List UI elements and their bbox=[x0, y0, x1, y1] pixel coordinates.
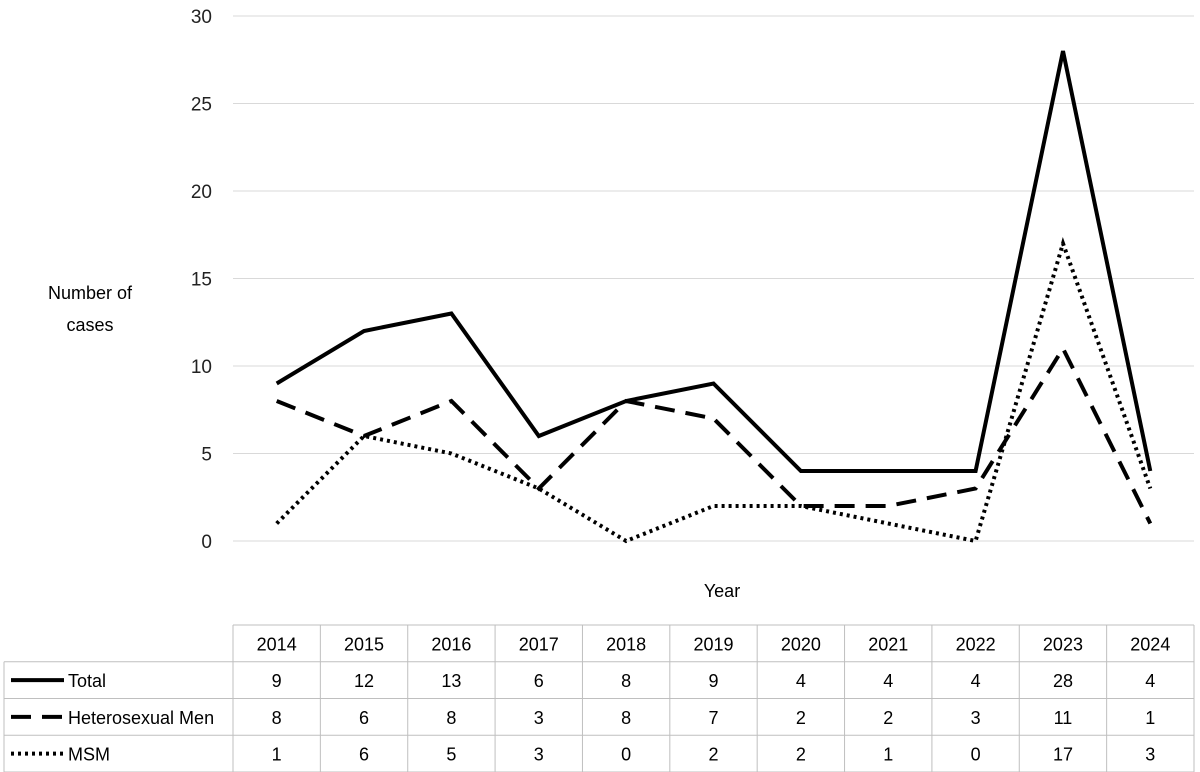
data-table-value: 1 bbox=[1145, 708, 1155, 728]
y-tick-label: 20 bbox=[191, 182, 212, 203]
series-line-heterosexual-men bbox=[275, 344, 1153, 525]
data-table-value: 8 bbox=[621, 671, 631, 691]
y-tick-label: 0 bbox=[201, 532, 212, 553]
data-table-value: 9 bbox=[272, 671, 282, 691]
data-table-value: 8 bbox=[272, 708, 282, 728]
data-table-value: 0 bbox=[971, 745, 981, 765]
legend-label: MSM bbox=[68, 745, 110, 765]
data-table-value: 5 bbox=[446, 745, 456, 765]
data-table-value: 6 bbox=[359, 745, 369, 765]
data-table-value: 7 bbox=[708, 708, 718, 728]
data-table-value: 6 bbox=[534, 671, 544, 691]
x-tick-label: 2022 bbox=[956, 634, 996, 654]
data-table-value: 3 bbox=[971, 708, 981, 728]
data-table-value: 4 bbox=[883, 671, 893, 691]
gridlines bbox=[233, 15, 1194, 542]
y-tick-label: 30 bbox=[191, 7, 212, 28]
y-axis-ticks: 0 5 10 15 20 25 30 bbox=[191, 7, 212, 553]
data-table-value: 8 bbox=[621, 708, 631, 728]
data-table-value: 6 bbox=[359, 708, 369, 728]
x-tick-label: 2021 bbox=[868, 634, 908, 654]
data-table-value: 3 bbox=[1145, 745, 1155, 765]
y-tick-label: 15 bbox=[191, 270, 212, 291]
x-tick-label: 2014 bbox=[257, 634, 297, 654]
data-table-value: 17 bbox=[1053, 745, 1073, 765]
data-table-value: 1 bbox=[883, 745, 893, 765]
data-table-value: 1 bbox=[272, 745, 282, 765]
y-tick-label: 10 bbox=[191, 357, 212, 378]
data-table-value: 2 bbox=[796, 745, 806, 765]
data-table-value: 3 bbox=[534, 745, 544, 765]
x-tick-label: 2016 bbox=[431, 634, 471, 654]
x-tick-label: 2023 bbox=[1043, 634, 1083, 654]
data-table-value: 13 bbox=[441, 671, 461, 691]
series-lines bbox=[275, 50, 1153, 544]
data-table-value: 4 bbox=[796, 671, 806, 691]
data-table-value: 2 bbox=[708, 745, 718, 765]
x-tick-label: 2018 bbox=[606, 634, 646, 654]
data-table-value: 0 bbox=[621, 745, 631, 765]
data-table-value: 11 bbox=[1054, 708, 1073, 728]
data-table-value: 28 bbox=[1053, 671, 1073, 691]
data-table-value: 12 bbox=[354, 671, 374, 691]
series-line-msm bbox=[275, 237, 1153, 544]
x-tick-label: 2015 bbox=[344, 634, 384, 654]
y-axis-label-line-1: Number of bbox=[48, 283, 133, 303]
x-tick-label: 2024 bbox=[1130, 634, 1170, 654]
series-line-total bbox=[275, 50, 1153, 473]
y-tick-label: 5 bbox=[201, 445, 212, 466]
y-tick-label: 25 bbox=[191, 95, 212, 116]
x-tick-label: 2019 bbox=[693, 634, 733, 654]
legend-label: Total bbox=[68, 671, 106, 691]
legend-label: Heterosexual Men bbox=[68, 708, 214, 728]
data-table-value: 2 bbox=[883, 708, 893, 728]
x-tick-label: 2017 bbox=[519, 634, 559, 654]
data-table-value: 3 bbox=[534, 708, 544, 728]
data-table-value: 4 bbox=[971, 671, 981, 691]
data-table-value: 4 bbox=[1145, 671, 1155, 691]
data-table: 2014 2015 2016 2017 2018 2019 2020 2021 2022 2023… bbox=[3, 624, 1195, 772]
data-table-value: 9 bbox=[708, 671, 718, 691]
x-axis-label: Year bbox=[704, 581, 740, 601]
x-tick-label: 2020 bbox=[781, 634, 821, 654]
y-axis-label-line-2: cases bbox=[66, 315, 113, 335]
data-table-value: 2 bbox=[796, 708, 806, 728]
data-table-value: 8 bbox=[446, 708, 456, 728]
